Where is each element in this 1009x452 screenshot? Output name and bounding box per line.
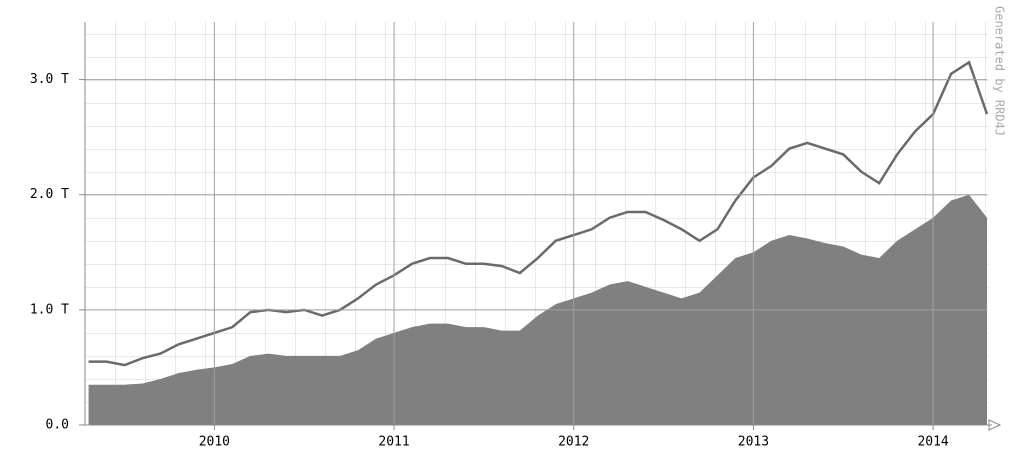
y-tick-label: 0.0 xyxy=(46,418,69,433)
y-tick-label: 2.0 T xyxy=(30,187,69,202)
axis-arrow xyxy=(988,419,1002,431)
line xyxy=(88,60,989,367)
credit: Generated by RRD4J xyxy=(993,6,1007,136)
x-tick-label: 2014 xyxy=(917,435,948,450)
area xyxy=(88,194,987,425)
plot: 0.0 1.0 T 2.0 T 3.0 T 2010 2011 2012 2013 2014 xyxy=(30,22,992,450)
y-tick-label: 3.0 T xyxy=(30,72,69,87)
x-tick-label: 2012 xyxy=(558,435,589,450)
x-tick-label: 2010 xyxy=(199,435,230,450)
x-tick-label: 2013 xyxy=(738,435,769,450)
x-tick-label: 2011 xyxy=(378,435,409,450)
y-tick-label: 1.0 T xyxy=(30,302,69,317)
